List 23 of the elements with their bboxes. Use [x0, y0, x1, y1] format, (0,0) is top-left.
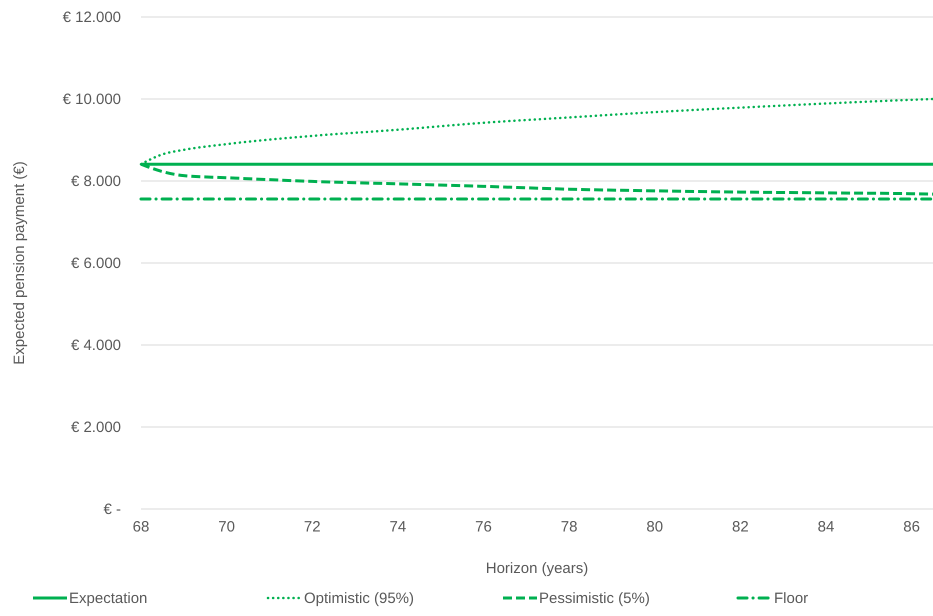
x-tick-label: 86	[903, 518, 920, 536]
y-tick-label: € 6.000	[70, 254, 121, 272]
x-axis-title: Horizon (years)	[486, 560, 588, 577]
x-tick-label: 72	[304, 518, 321, 536]
x-tick-label: 80	[646, 518, 664, 536]
x-tick-label: 76	[475, 518, 492, 536]
y-tick-label: € 4.000	[70, 336, 121, 354]
y-tick-label: € 2.000	[70, 418, 121, 436]
y-tick-label: € 12.000	[62, 8, 121, 26]
x-tick-label: 78	[560, 518, 578, 536]
legend-label: Expectation	[69, 590, 148, 607]
legend-label: Floor	[774, 590, 808, 607]
y-tick-label: € 10.000	[62, 90, 121, 108]
y-tick-label: € 8.000	[70, 172, 121, 190]
x-tick-label: 82	[732, 518, 749, 536]
x-tick-label: 70	[218, 518, 235, 536]
y-tick-label: € -	[103, 500, 121, 518]
x-tick-label: 74	[390, 518, 406, 536]
x-tick-label: 68	[132, 518, 150, 536]
legend-label: Optimistic (95%)	[304, 590, 414, 607]
x-tick-label: 84	[818, 518, 834, 536]
legend-label: Pessimistic (5%)	[539, 590, 650, 607]
y-axis-title: Expected pension payment (€)	[11, 161, 28, 365]
